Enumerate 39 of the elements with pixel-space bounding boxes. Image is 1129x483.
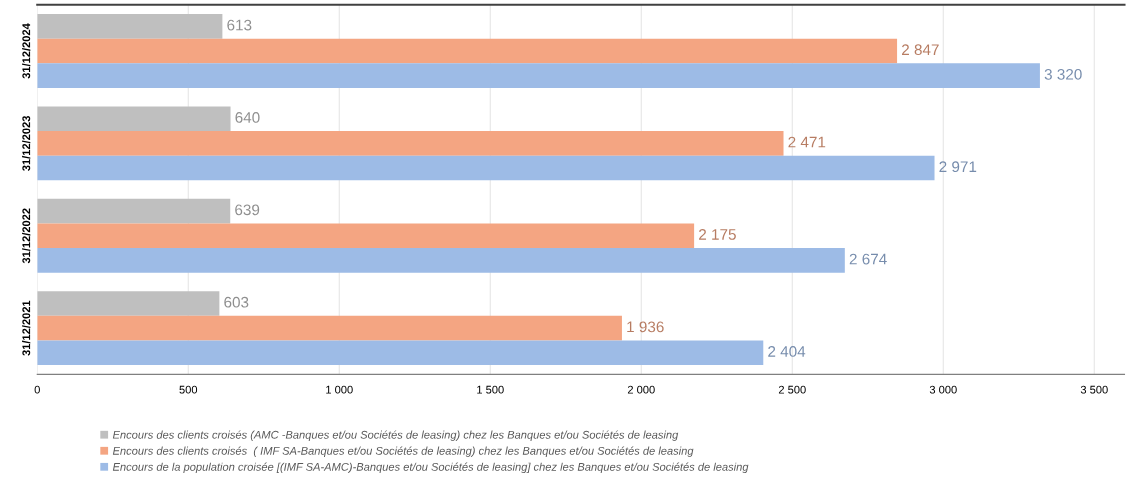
bar: [37, 106, 231, 132]
data-label: 2 175: [699, 229, 736, 240]
bar: [37, 63, 1040, 88]
legend-label: Encours de la population croisée [(IMF SA-AMC)-Banques et/ou Sociétés de leasing] chez les Banques et/ou Sociétés de leasing: [112, 462, 749, 473]
x-tick-label: 500: [179, 385, 198, 394]
data-label: 640: [235, 112, 260, 123]
y-tick-label: 31/12/2024: [22, 23, 31, 79]
y-tick-label: 31/12/2023: [22, 115, 31, 171]
y-tick-label: 31/12/2021: [22, 300, 31, 356]
bar: [37, 248, 845, 273]
bar: [37, 38, 898, 64]
bar: [37, 223, 695, 249]
data-label: 2 674: [849, 253, 887, 265]
data-label: 2 971: [939, 161, 977, 173]
bar: [37, 198, 231, 224]
legend-label: Encours des clients croisés (AMC -Banques et/ou Sociétés de leasing) chez les Banques et/ou Sociétés de leasing: [112, 430, 679, 441]
data-label: 1 936: [627, 321, 664, 333]
data-label: 613: [227, 19, 252, 31]
data-label: 639: [235, 204, 260, 216]
x-tick-label: 3 500: [1080, 385, 1108, 394]
data-label: 2 404: [768, 346, 806, 357]
data-label: 3 320: [1044, 68, 1082, 80]
legend-label: Encours des clients croisés ( IMF SA-Banques et/ou Sociétés de leasing) chez les Banques et/ou Sociétés de leasing: [112, 446, 694, 457]
x-tick-label: 2 500: [778, 385, 806, 394]
bar: [37, 340, 764, 366]
bar: [37, 155, 935, 181]
bar: [37, 131, 784, 156]
bar: [37, 14, 223, 39]
x-tick-label: 3 000: [929, 385, 957, 394]
x-tick-label: 1 000: [326, 385, 353, 394]
x-tick-label: 1 500: [477, 385, 504, 394]
bar: [37, 291, 220, 316]
data-label: 603: [224, 296, 249, 308]
bar: [37, 315, 622, 341]
x-tick-label: 2 000: [627, 385, 655, 394]
y-tick-label: 31/12/2022: [22, 208, 31, 264]
data-label: 2 471: [788, 136, 826, 148]
x-tick-label: 0: [34, 385, 40, 394]
data-label: 2 847: [902, 44, 939, 56]
